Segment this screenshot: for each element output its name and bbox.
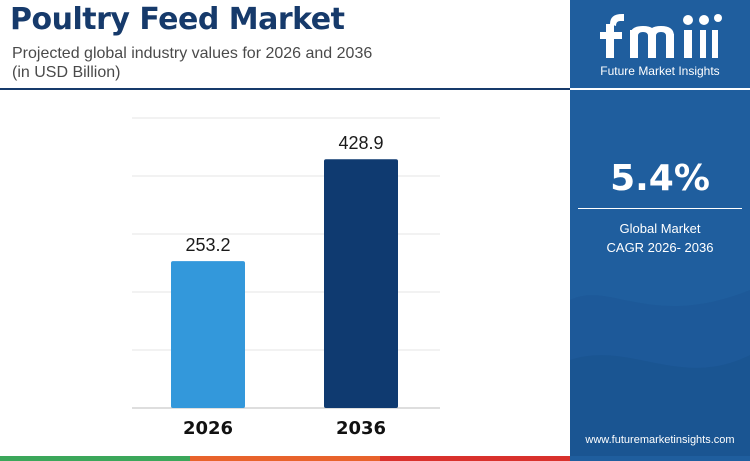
website-link[interactable]: www.futuremarketinsights.com	[585, 434, 735, 446]
chart-title: Poultry Feed Market	[10, 2, 345, 37]
bar-chart: 253.2 2026 428.9 2036	[132, 117, 440, 439]
strip-segment	[380, 456, 570, 461]
brand-name: Future Market Insights	[600, 64, 720, 78]
bar-2026	[171, 261, 245, 408]
chart-subtitle: Projected global industry values for 202…	[12, 44, 372, 82]
strip-segment	[570, 456, 750, 461]
cagr-value: 5.4%	[610, 158, 710, 199]
strip-segment	[0, 456, 190, 461]
subtitle-line-1: Projected global industry values for 202…	[12, 45, 373, 62]
x-tick-label-2026: 2026	[183, 418, 233, 439]
fmi-logo-icon	[600, 14, 722, 58]
x-tick-label-2036: 2036	[336, 418, 386, 439]
header-divider	[0, 88, 570, 90]
cagr-label-line-1: Global Market	[619, 221, 701, 236]
cagr-label: Global Market CAGR 2026- 2036	[570, 219, 750, 257]
bar-2036	[324, 159, 398, 408]
data-label-2036: 428.9	[338, 133, 383, 153]
logo-box: Future Market Insights	[570, 0, 750, 90]
bottom-color-strip	[0, 456, 750, 461]
cagr-label-line-2: CAGR 2026- 2036	[606, 240, 714, 255]
data-label-2026: 253.2	[185, 235, 230, 255]
strip-segment	[190, 456, 380, 461]
side-panel: Future Market Insights 5.4% Global Marke…	[570, 0, 750, 461]
subtitle-line-2: (in USD Billion)	[12, 64, 121, 81]
cagr-divider	[578, 208, 742, 209]
panel-texture	[570, 290, 750, 461]
